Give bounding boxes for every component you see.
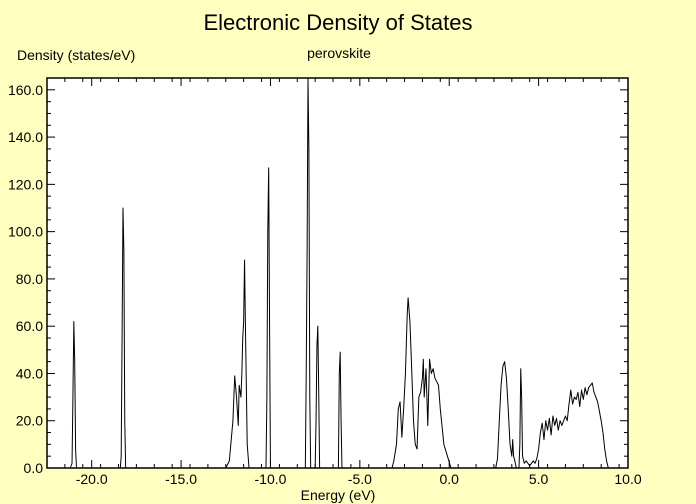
y-tick-label: 160.0 bbox=[8, 82, 43, 98]
x-tick-label: -20.0 bbox=[76, 471, 108, 487]
series-group bbox=[47, 77, 628, 469]
y-tick-label: 120.0 bbox=[8, 176, 43, 192]
y-tick-label: 100.0 bbox=[8, 224, 43, 240]
x-tick-label: 10.0 bbox=[614, 471, 641, 487]
x-tick-label: 5.0 bbox=[529, 471, 549, 487]
y-tick-label: 80.0 bbox=[16, 271, 43, 287]
y-tick-label: 20.0 bbox=[16, 413, 43, 429]
axis-tick-labels: -20.0 -15.0 -10.0 -5.0 0.0 5.0 10.0 0.0 20.0 40.0… bbox=[8, 82, 642, 487]
axis-ticks bbox=[46, 77, 629, 469]
plot-frame bbox=[46, 77, 629, 469]
x-axis-label: Energy (eV) bbox=[301, 487, 376, 503]
chart-title: Electronic Density of States bbox=[203, 10, 472, 35]
x-tick-label: -5.0 bbox=[348, 471, 372, 487]
y-tick-label: 140.0 bbox=[8, 129, 43, 145]
chart-subtitle: perovskite bbox=[307, 45, 371, 61]
y-axis-label: Density (states/eV) bbox=[17, 47, 135, 63]
dos-series-line bbox=[47, 77, 628, 469]
x-tick-label: -15.0 bbox=[165, 471, 197, 487]
x-tick-label: -10.0 bbox=[255, 471, 287, 487]
y-tick-label: 0.0 bbox=[24, 460, 44, 476]
y-tick-label: 60.0 bbox=[16, 318, 43, 334]
y-tick-label: 40.0 bbox=[16, 365, 43, 381]
x-tick-label: 0.0 bbox=[439, 471, 459, 487]
